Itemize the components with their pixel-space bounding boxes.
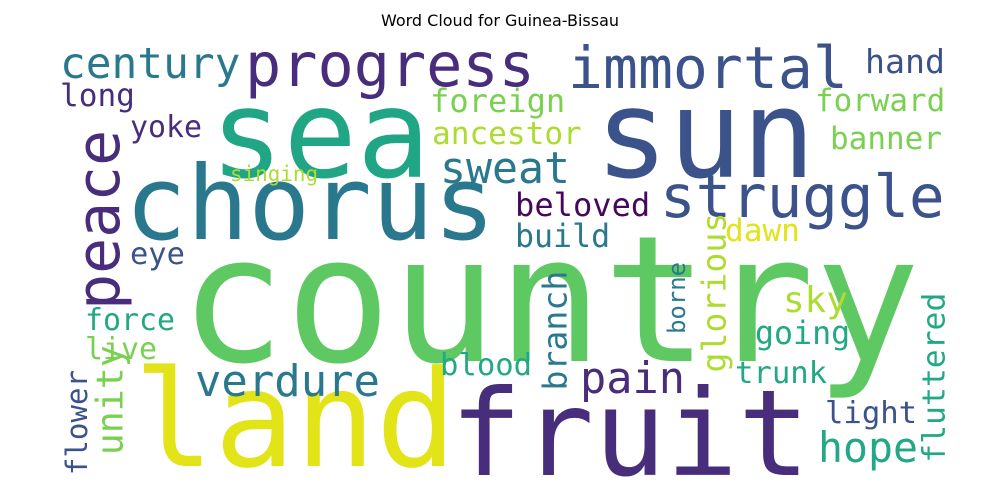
word-forward: forward [815,82,946,119]
word-branch: branch [535,270,575,391]
word-sun: sun [595,64,816,206]
word-blood: blood [440,347,533,383]
word-verdure: verdure [195,356,380,407]
word-hand: hand [865,41,945,81]
word-banner: banner [830,120,942,157]
word-cloud: country land fruit sea sun chorus progre… [30,33,970,484]
word-fruit: fruit [450,365,811,484]
word-unity: unity [88,344,132,455]
word-hope: hope [818,423,918,472]
word-sweat: sweat [440,143,571,194]
word-flower: flower [59,369,94,476]
word-trunk: trunk [735,355,828,391]
word-peace: peace [64,129,135,310]
word-going: going [755,316,851,352]
word-force: force [85,303,175,338]
word-struggle: struggle [660,161,945,231]
word-progress: progress [245,33,535,101]
word-long: long [60,77,135,114]
word-singing: singing [230,161,319,186]
word-build: build [515,219,611,255]
word-eye: eye [130,237,185,272]
word-yoke: yoke [130,110,202,145]
word-century: century [60,38,241,89]
chart-title: Word Cloud for Guinea-Bissau [380,11,620,30]
word-light: light [825,395,918,431]
word-sea: sea [210,64,431,206]
word-land: land [133,342,457,484]
word-immortal: immortal [568,34,848,102]
word-live: live [85,332,157,367]
word-dawn: dawn [725,212,800,249]
word-borne: borne [663,261,692,334]
word-foreign: foreign [430,82,566,120]
word-country: country [179,199,921,403]
word-fluttered: fluttered [916,292,953,463]
word-glorious: glorious [694,212,734,373]
word-pain: pain [580,354,685,404]
word-sky: sky [783,280,848,321]
word-ancestor: ancestor [432,115,582,152]
word-beloved: beloved [515,186,651,224]
word-chorus: chorus [125,144,496,264]
